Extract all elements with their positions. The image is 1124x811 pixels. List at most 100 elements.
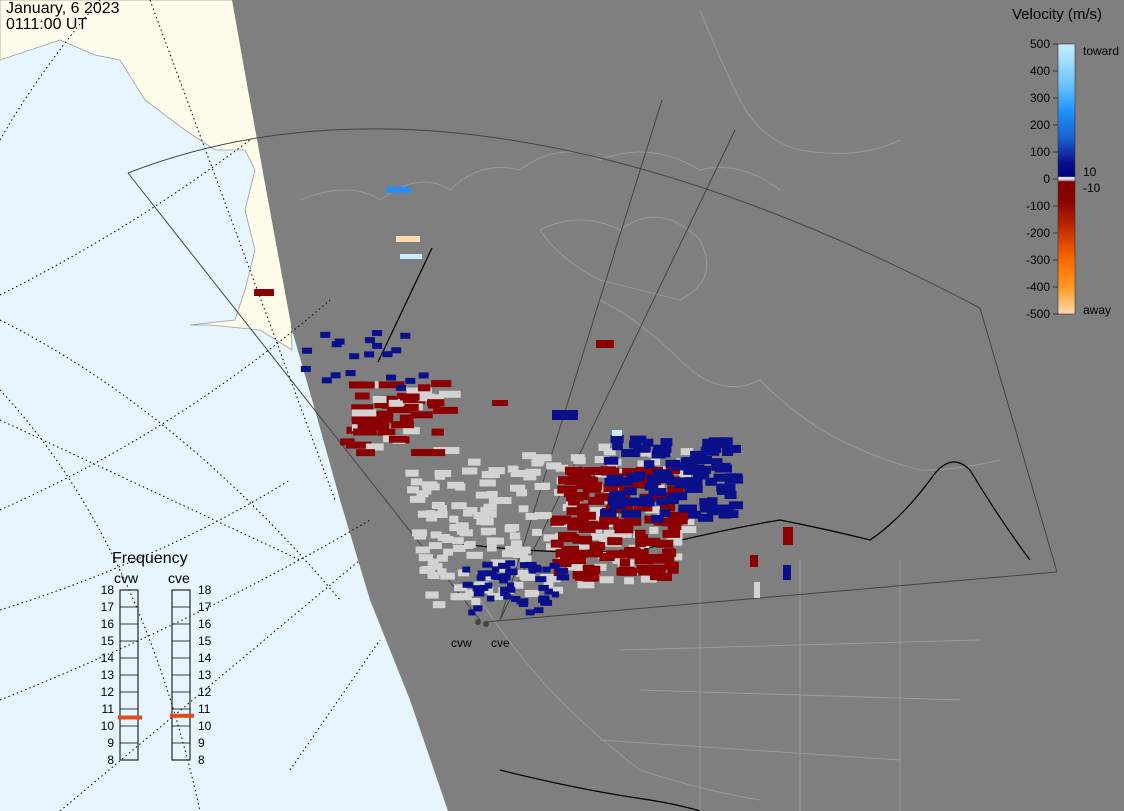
velocity-tick-label: 500: [1029, 37, 1050, 51]
radar-cell: [552, 559, 572, 568]
radar-cell: [418, 394, 445, 402]
radar-cell: [600, 509, 617, 518]
radar-cell: [492, 573, 503, 580]
radar-cell: [606, 550, 626, 559]
radar-cell: [534, 607, 544, 614]
radar-cell: [542, 566, 551, 573]
radar-cell: [621, 449, 640, 458]
frequency-tick-label: 15: [100, 634, 114, 648]
radar-cell: [665, 538, 683, 546]
radar-cell: [428, 542, 442, 550]
radar-cell: [416, 490, 429, 498]
radar-cell: [427, 558, 439, 566]
radar-cell: [637, 460, 647, 468]
radar-cell: [395, 384, 406, 391]
radar-cell: [500, 586, 509, 593]
radar-cell: [486, 490, 498, 498]
radar-cell: [476, 517, 493, 525]
frequency-tick-label: 9: [198, 736, 205, 750]
radar-cell: [648, 488, 667, 497]
radar-cell: [391, 421, 415, 429]
radar-cell: [591, 533, 608, 541]
radar-cell: [467, 458, 481, 466]
radar-cell: [440, 572, 455, 580]
velocity-tick-label: 300: [1029, 91, 1050, 105]
radar-cell: [596, 340, 614, 348]
frequency-tick-label: 9: [107, 736, 114, 750]
radar-cell: [594, 456, 610, 464]
radar-cell: [575, 492, 590, 501]
radar-cell: [783, 527, 793, 545]
radar-cell: [356, 449, 375, 457]
velocity-tick-group: [1053, 43, 1058, 315]
radar-cell: [643, 460, 655, 469]
radar-cell: [524, 589, 540, 597]
radar-cell: [722, 448, 734, 457]
radar-cell: [487, 592, 504, 600]
radar-cell: [633, 503, 653, 512]
radar-cell: [644, 482, 659, 491]
frequency-tick-label: 11: [101, 702, 114, 716]
radar-cell: [693, 471, 710, 480]
radar-cell: [367, 416, 388, 424]
velocity-tick-label: -500: [1025, 307, 1050, 321]
radar-cell: [660, 438, 673, 447]
radar-cell: [462, 593, 472, 601]
radar-cell: [694, 465, 711, 474]
radar-cell: [401, 397, 426, 405]
radar-cell: [624, 577, 635, 585]
radar-cell: [507, 582, 515, 589]
radar-cell: [652, 469, 672, 478]
radar-cell: [320, 331, 331, 338]
frequency-tick-label: 12: [198, 685, 212, 699]
radar-cell: [392, 406, 412, 414]
radar-cell: [437, 554, 448, 562]
radar-cell: [525, 468, 541, 476]
radar-cell: [418, 372, 429, 379]
radar-cell: [502, 550, 517, 558]
graticule: [0, 0, 381, 811]
radar-cell: [581, 477, 599, 486]
radar-cell: [609, 490, 625, 499]
site-label-cve: cve: [491, 636, 510, 650]
radar-cell: [610, 435, 624, 444]
radar-cell: [632, 444, 651, 453]
radar-cell: [438, 390, 461, 398]
radar-cell: [623, 547, 641, 556]
radar-cell: [430, 531, 442, 539]
radar-cell: [651, 458, 661, 466]
radar-cell: [667, 565, 679, 574]
radar-cell: [533, 454, 547, 462]
radar-cell: [549, 562, 560, 569]
radar-cell: [427, 572, 440, 580]
radar-cell: [634, 529, 646, 538]
radar-cell: [589, 542, 606, 551]
radar-cell: [718, 504, 734, 513]
radar-cell: [528, 567, 536, 574]
radar-cell: [431, 501, 445, 509]
radar-cell: [388, 399, 403, 407]
radar-cell: [500, 590, 510, 597]
radar-cell: [499, 573, 509, 580]
radar-cell: [405, 469, 419, 477]
radar-cell: [566, 563, 584, 571]
velocity-tick-label: -200: [1025, 226, 1050, 240]
radar-cell: [661, 518, 673, 527]
radar-cell: [659, 509, 671, 518]
radar-cell: [498, 565, 510, 573]
radar-cell: [644, 567, 662, 576]
radar-cell: [607, 497, 628, 506]
radar-cell: [388, 435, 407, 443]
radar-cell: [510, 540, 522, 548]
radar-cell: [433, 446, 460, 454]
velocity-scale-title: Velocity (m/s): [1012, 6, 1103, 23]
radar-cell: [726, 473, 738, 482]
frequency-radar-label-cvw: cvw: [114, 570, 139, 586]
radar-cell: [612, 430, 622, 436]
radar-cell: [509, 532, 521, 540]
radar-cell: [399, 393, 420, 401]
radar-cell: [481, 528, 492, 536]
radar-cell: [657, 572, 673, 581]
radar-cell: [498, 562, 511, 569]
radar-cell: [538, 584, 549, 591]
